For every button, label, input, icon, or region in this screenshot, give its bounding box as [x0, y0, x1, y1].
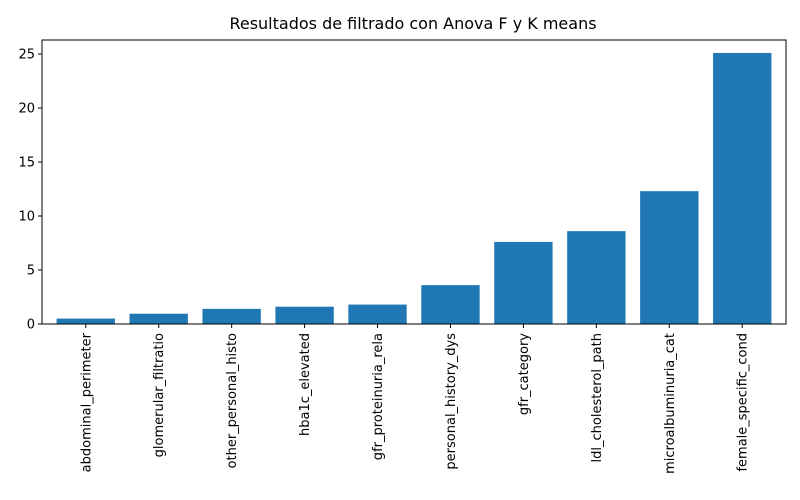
plot-frame — [41, 39, 787, 325]
bar-ldl_cholesterol_path — [567, 231, 626, 324]
chart-title: Resultados de filtrado con Anova F y K m… — [229, 14, 596, 33]
y-tick-label: 10 — [18, 210, 35, 225]
x-tick-label: female_specific_cond — [736, 333, 751, 472]
x-tick-label: personal_history_dys — [444, 333, 459, 470]
bar-gfr_proteinuria_rela — [348, 304, 407, 324]
x-tick-label: glomerular_filtratio — [152, 333, 167, 457]
bar-gfr_category — [494, 241, 553, 324]
bar-other_personal_histo — [202, 308, 261, 324]
x-tick-label: microalbuminuria_cat — [663, 333, 678, 474]
bar-abdominal_perimeter — [56, 318, 115, 324]
x-tick-label: other_personal_histo — [225, 333, 240, 468]
x-tick-label: gfr_proteinuria_rela — [371, 333, 386, 460]
y-axis: 0 5 10 15 20 25 — [18, 48, 42, 333]
y-tick-label: 15 — [18, 156, 35, 171]
y-tick-label: 5 — [27, 264, 35, 279]
bar-glomerular_filtratio — [129, 313, 188, 324]
bar-female_specific_cond — [713, 52, 772, 325]
y-tick-label: 25 — [18, 48, 35, 63]
y-tick-label: 20 — [18, 102, 35, 117]
x-tick-label: ldl_cholesterol_path — [590, 333, 605, 462]
bars-group — [56, 52, 772, 325]
x-axis: abdominal_perimeter glomerular_filtratio o… — [79, 324, 751, 474]
y-tick-label: 0 — [27, 318, 35, 333]
bar-microalbuminuria_cat — [640, 191, 699, 324]
x-tick-label: abdominal_perimeter — [79, 332, 94, 472]
bar-hba1c_elevated — [275, 306, 334, 324]
bar-personal_history_dys — [421, 285, 480, 324]
x-tick-label: hba1c_elevated — [298, 333, 313, 436]
x-tick-label: gfr_category — [517, 333, 532, 415]
